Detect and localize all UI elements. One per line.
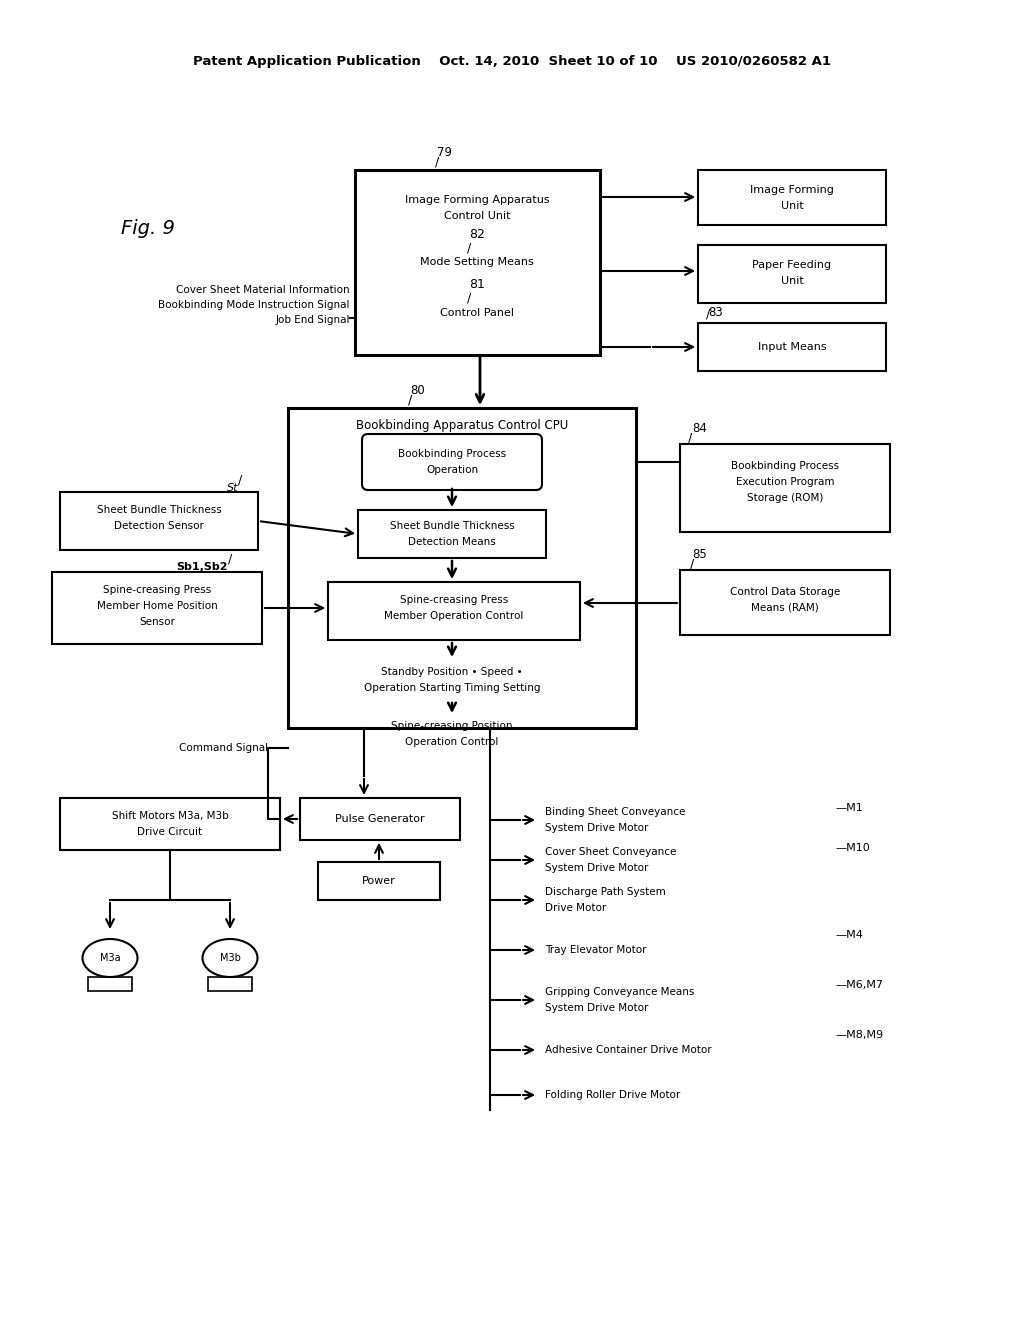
Text: /: / <box>227 553 232 565</box>
Text: 82: 82 <box>469 228 485 242</box>
Text: /: / <box>688 432 692 445</box>
FancyBboxPatch shape <box>328 582 580 640</box>
Text: Tray Elevator Motor: Tray Elevator Motor <box>545 945 646 954</box>
FancyBboxPatch shape <box>362 434 542 490</box>
Text: —M4: —M4 <box>835 931 863 940</box>
Text: /: / <box>238 474 242 487</box>
Text: /: / <box>706 308 710 321</box>
Text: /: / <box>690 557 694 570</box>
Text: Detection Means: Detection Means <box>409 537 496 546</box>
Text: Member Home Position: Member Home Position <box>96 601 217 611</box>
Text: Control Unit: Control Unit <box>443 211 510 220</box>
Text: 85: 85 <box>692 549 708 561</box>
Text: Gripping Conveyance Means: Gripping Conveyance Means <box>545 987 694 997</box>
Text: Mode Setting Means: Mode Setting Means <box>420 257 534 267</box>
Text: Image Forming Apparatus: Image Forming Apparatus <box>404 195 549 205</box>
Text: Input Means: Input Means <box>758 342 826 352</box>
FancyBboxPatch shape <box>358 510 546 558</box>
Text: Drive Circuit: Drive Circuit <box>137 828 203 837</box>
Text: Sensor: Sensor <box>139 616 175 627</box>
FancyBboxPatch shape <box>300 799 460 840</box>
Text: Sheet Bundle Thickness: Sheet Bundle Thickness <box>96 506 221 515</box>
Text: Pulse Generator: Pulse Generator <box>335 814 425 824</box>
Text: 84: 84 <box>692 422 708 436</box>
Text: Bookbinding Apparatus Control CPU: Bookbinding Apparatus Control CPU <box>356 420 568 433</box>
Text: Fig. 9: Fig. 9 <box>121 219 175 238</box>
Text: Means (RAM): Means (RAM) <box>752 603 819 612</box>
Text: 79: 79 <box>437 145 453 158</box>
Text: /: / <box>435 156 439 169</box>
Text: Adhesive Container Drive Motor: Adhesive Container Drive Motor <box>545 1045 712 1055</box>
FancyBboxPatch shape <box>52 572 262 644</box>
Ellipse shape <box>83 939 137 977</box>
Text: —M8,M9: —M8,M9 <box>835 1030 883 1040</box>
Text: Job End Signal: Job End Signal <box>275 315 350 325</box>
Text: Paper Feeding: Paper Feeding <box>753 260 831 271</box>
Text: /: / <box>467 292 471 305</box>
Text: System Drive Motor: System Drive Motor <box>545 1003 648 1012</box>
Text: /: / <box>467 242 471 255</box>
Text: Detection Sensor: Detection Sensor <box>114 521 204 531</box>
Text: M3b: M3b <box>219 953 241 964</box>
Text: Image Forming: Image Forming <box>750 185 834 195</box>
FancyBboxPatch shape <box>680 444 890 532</box>
FancyBboxPatch shape <box>318 862 440 900</box>
Text: Bookbinding Process: Bookbinding Process <box>731 461 839 471</box>
FancyBboxPatch shape <box>680 570 890 635</box>
FancyBboxPatch shape <box>60 799 280 850</box>
FancyBboxPatch shape <box>60 492 258 550</box>
FancyBboxPatch shape <box>698 170 886 224</box>
Text: Shift Motors M3a, M3b: Shift Motors M3a, M3b <box>112 810 228 821</box>
FancyBboxPatch shape <box>698 246 886 304</box>
Text: Drive Motor: Drive Motor <box>545 903 606 913</box>
Text: Execution Program: Execution Program <box>736 477 835 487</box>
Text: Unit: Unit <box>780 201 804 211</box>
Text: —M10: —M10 <box>835 843 869 853</box>
Text: Bookbinding Mode Instruction Signal: Bookbinding Mode Instruction Signal <box>159 300 350 310</box>
Text: 81: 81 <box>469 279 485 292</box>
Text: /: / <box>408 393 412 407</box>
Text: Control Panel: Control Panel <box>440 308 514 318</box>
Text: Member Operation Control: Member Operation Control <box>384 611 523 620</box>
Text: Cover Sheet Material Information: Cover Sheet Material Information <box>176 285 350 294</box>
FancyBboxPatch shape <box>355 170 600 355</box>
FancyBboxPatch shape <box>288 408 636 729</box>
Ellipse shape <box>203 939 257 977</box>
Text: Power: Power <box>362 876 396 886</box>
Text: System Drive Motor: System Drive Motor <box>545 822 648 833</box>
Text: 83: 83 <box>709 306 723 319</box>
FancyBboxPatch shape <box>208 977 252 991</box>
Text: Patent Application Publication    Oct. 14, 2010  Sheet 10 of 10    US 2010/02605: Patent Application Publication Oct. 14, … <box>193 55 831 69</box>
Text: Operation: Operation <box>426 465 478 475</box>
Text: Sb1,Sb2: Sb1,Sb2 <box>176 562 228 572</box>
Text: System Drive Motor: System Drive Motor <box>545 863 648 873</box>
Text: Operation Control: Operation Control <box>406 737 499 747</box>
Text: Spine-creasing Press: Spine-creasing Press <box>400 595 508 605</box>
Text: 80: 80 <box>411 384 425 396</box>
Text: Command Signal: Command Signal <box>179 743 268 752</box>
Text: Storage (ROM): Storage (ROM) <box>746 492 823 503</box>
Text: —M1: —M1 <box>835 803 863 813</box>
FancyBboxPatch shape <box>88 977 132 991</box>
Text: M3a: M3a <box>99 953 120 964</box>
Text: Spine-creasing Press: Spine-creasing Press <box>102 585 211 595</box>
Text: Control Data Storage: Control Data Storage <box>730 587 840 597</box>
Text: —M6,M7: —M6,M7 <box>835 979 883 990</box>
Text: St: St <box>226 483 238 492</box>
Text: Unit: Unit <box>780 276 804 286</box>
Text: Spine-creasing Position: Spine-creasing Position <box>391 721 513 731</box>
FancyBboxPatch shape <box>698 323 886 371</box>
Text: Bookbinding Process: Bookbinding Process <box>398 449 506 459</box>
Text: Folding Roller Drive Motor: Folding Roller Drive Motor <box>545 1090 680 1100</box>
Text: Standby Position • Speed •: Standby Position • Speed • <box>381 667 523 677</box>
Text: Binding Sheet Conveyance: Binding Sheet Conveyance <box>545 807 685 817</box>
Text: Cover Sheet Conveyance: Cover Sheet Conveyance <box>545 847 677 857</box>
Text: Operation Starting Timing Setting: Operation Starting Timing Setting <box>364 682 541 693</box>
Text: Discharge Path System: Discharge Path System <box>545 887 666 898</box>
Text: Sheet Bundle Thickness: Sheet Bundle Thickness <box>389 521 514 531</box>
